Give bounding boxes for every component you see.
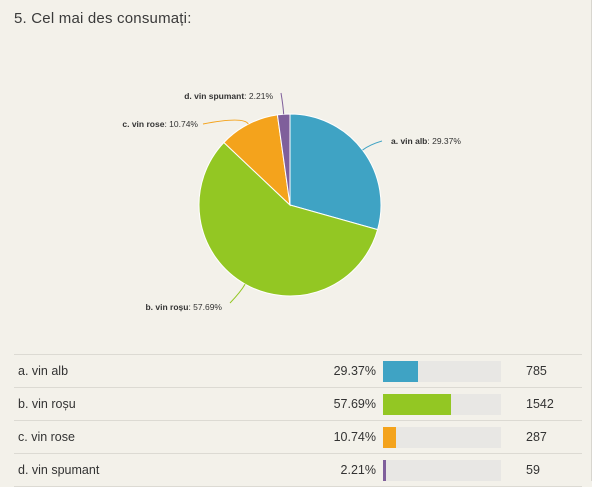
slice-label-name: d. vin spumant [184, 91, 244, 101]
bar-track [383, 361, 501, 382]
row-count: 785 [526, 364, 547, 378]
pie-chart: a. vin alb: 29.37% b. vin roșu: 57.69% c. … [122, 91, 461, 312]
bar-track [383, 394, 501, 415]
results-table: a. vin alb 29.37% 785 b. vin roșu 57.69%… [14, 354, 582, 487]
slice-label-name: c. vin rose [122, 119, 164, 129]
row-percent: 57.69% [333, 397, 376, 411]
table-row: c. vin rose 10.74% 287 [14, 421, 582, 454]
bar-fill [383, 427, 396, 448]
row-label: c. vin rose [18, 430, 75, 444]
row-percent: 2.21% [340, 463, 376, 477]
leader-line [202, 119, 249, 125]
row-label: d. vin spumant [18, 463, 100, 477]
slice-label: a. vin alb: 29.37% [391, 136, 461, 146]
bar-fill [383, 361, 418, 382]
row-count: 1542 [526, 397, 554, 411]
slice-label-percent: : 57.69% [188, 302, 222, 312]
question-title: 5. Cel mai des consumați: [14, 10, 192, 27]
slice-label: d. vin spumant: 2.21% [184, 91, 273, 101]
row-percent: 29.37% [333, 364, 376, 378]
table-row: a. vin alb 29.37% 785 [14, 355, 582, 388]
table-row: b. vin roșu 57.69% 1542 [14, 388, 582, 421]
table-row: d. vin spumant 2.21% 59 [14, 454, 582, 487]
row-label: a. vin alb [18, 364, 69, 378]
bar-fill [383, 394, 452, 415]
pie-slice [276, 113, 291, 206]
leader-line [280, 92, 285, 115]
row-count: 59 [526, 463, 540, 477]
slice-label-percent: : 29.37% [427, 136, 461, 146]
leader-line [229, 283, 246, 304]
row-percent: 10.74% [333, 430, 376, 444]
slice-label-percent: : 10.74% [164, 119, 198, 129]
row-count: 287 [526, 430, 547, 444]
leader-line [362, 140, 383, 151]
row-label: b. vin roșu [18, 397, 76, 411]
slice-label-percent: : 2.21% [244, 91, 273, 101]
slice-label: b. vin roșu: 57.69% [145, 302, 222, 312]
bar-fill [383, 460, 386, 481]
slice-label-name: b. vin roșu [145, 302, 188, 312]
slice-label-name: a. vin alb [391, 136, 427, 146]
bar-track [383, 427, 501, 448]
bar-track [383, 460, 501, 481]
slice-label: c. vin rose: 10.74% [122, 119, 198, 129]
